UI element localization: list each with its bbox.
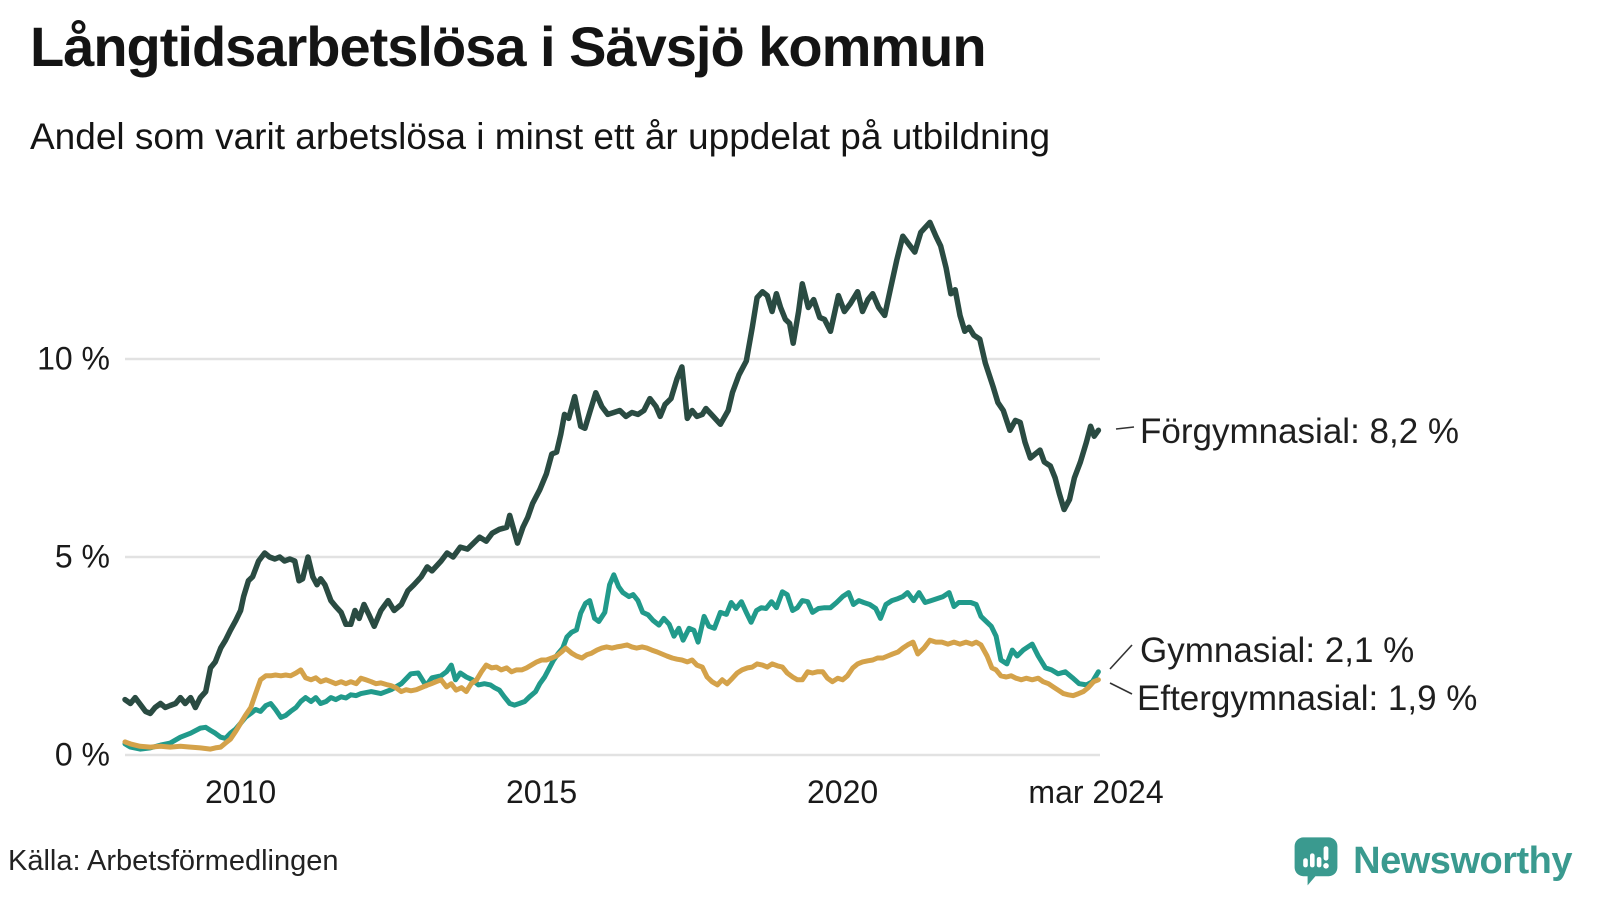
series-paths: [122, 219, 1102, 752]
y-tick-label: 0 %: [54, 736, 110, 773]
connector-eftergymnasial: [1109, 682, 1133, 695]
series-label-forgymnasial: Förgymnasial: 8,2 %: [1140, 412, 1460, 451]
series-label-gymnasial: Gymnasial: 2,1 %: [1140, 631, 1415, 670]
speech-bubble-bar-chart-icon: [1291, 835, 1341, 887]
series-line-förgymnasial: [122, 219, 1102, 717]
series-label-eftergymnasial: Eftergymnasial: 1,9 %: [1137, 679, 1478, 718]
annotation-connectors: [1109, 426, 1135, 695]
x-tick-label: 2015: [505, 774, 578, 810]
brand-footer: Newsworthy: [1291, 835, 1572, 887]
x-tick-label: 2010: [204, 774, 277, 810]
series-line-eftergymnasial: [122, 637, 1101, 752]
page-title: Långtidsarbetslösa i Sävsjö kommun: [30, 15, 987, 78]
y-tick-label: 5 %: [54, 538, 110, 575]
brand-name: Newsworthy: [1353, 839, 1572, 882]
y-tick-label: 10 %: [37, 340, 110, 377]
chart-subtitle: Andel som varit arbetslösa i minst ett å…: [30, 116, 1051, 157]
source-note: Källa: Arbetsförmedlingen: [8, 845, 339, 877]
x-tick-label: mar 2024: [1028, 774, 1164, 810]
connector-gymnasial: [1109, 644, 1133, 670]
connector-forgymnasial: [1115, 426, 1135, 430]
series-line-gymnasial: [122, 572, 1101, 752]
x-tick-label: 2020: [806, 774, 879, 810]
